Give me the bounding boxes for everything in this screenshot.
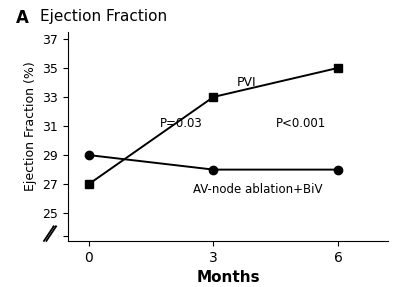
Text: PVI: PVI <box>236 76 256 89</box>
Text: P=0.03: P=0.03 <box>160 117 202 130</box>
Text: AV-node ablation+BiV: AV-node ablation+BiV <box>193 183 322 196</box>
Text: A: A <box>16 9 29 27</box>
Text: P<0.001: P<0.001 <box>276 117 326 130</box>
Y-axis label: Ejection Fraction (%): Ejection Fraction (%) <box>24 61 37 191</box>
Text: Ejection Fraction: Ejection Fraction <box>40 9 167 24</box>
X-axis label: Months: Months <box>196 270 260 285</box>
